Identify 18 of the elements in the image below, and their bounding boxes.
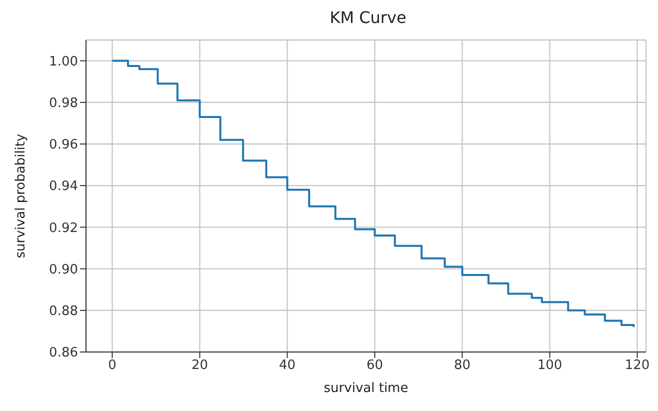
y-tick-label: 0.92 — [49, 220, 78, 236]
chart-title: KM Curve — [328, 8, 408, 27]
x-tick-label: 40 — [278, 358, 296, 374]
y-tick-label: 1.00 — [49, 54, 78, 70]
y-axis-title: survival probability — [14, 133, 29, 258]
x-tick-label: 60 — [366, 358, 384, 374]
y-tick-label: 0.86 — [49, 346, 78, 361]
y-tick-label: 0.90 — [49, 262, 78, 278]
x-tick-label: 20 — [191, 358, 208, 374]
x-tick-label: 120 — [624, 358, 650, 374]
x-axis-title: survival time — [324, 381, 408, 396]
x-tick-label: 0 — [108, 358, 116, 374]
y-tick-label: 0.88 — [49, 304, 78, 320]
y-tick-label: 0.96 — [49, 138, 78, 153]
y-tick-label: 0.94 — [49, 179, 78, 194]
y-tick-label: 0.98 — [49, 96, 78, 112]
x-tick-label: 80 — [454, 358, 471, 374]
x-tick-label: 100 — [537, 358, 562, 374]
